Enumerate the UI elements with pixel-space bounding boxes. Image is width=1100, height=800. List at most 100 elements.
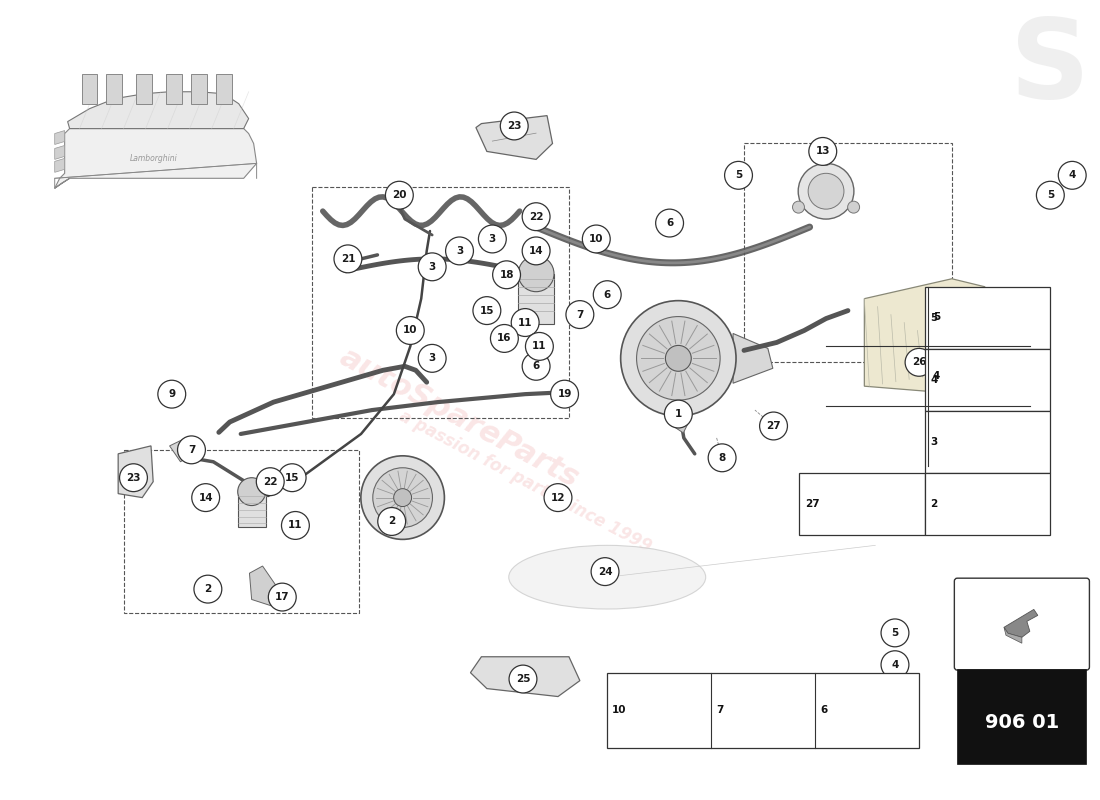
Text: S: S [1010,14,1090,122]
Polygon shape [733,334,773,383]
Circle shape [518,256,554,292]
Text: 6: 6 [821,706,827,715]
Text: 2: 2 [388,517,395,526]
Circle shape [881,619,909,647]
Circle shape [848,201,859,213]
Circle shape [522,237,550,265]
Text: 11: 11 [288,521,302,530]
Circle shape [478,225,506,253]
Polygon shape [865,278,996,394]
Text: 25: 25 [516,674,530,684]
Circle shape [418,253,447,281]
Circle shape [593,281,622,309]
Text: 22: 22 [263,477,277,486]
Text: 6: 6 [666,218,673,228]
Text: 5: 5 [933,311,940,322]
Polygon shape [250,566,276,606]
Circle shape [268,583,296,611]
Circle shape [1058,162,1086,190]
Circle shape [157,380,186,408]
Circle shape [238,478,265,506]
Circle shape [620,301,736,416]
Polygon shape [669,413,689,433]
Circle shape [582,225,610,253]
Polygon shape [169,438,191,462]
Text: 10: 10 [403,326,418,335]
Text: 16: 16 [497,334,512,343]
Circle shape [792,201,804,213]
Text: 14: 14 [529,246,543,256]
Polygon shape [1004,627,1022,643]
Bar [191,74,207,104]
Circle shape [1036,182,1065,209]
Text: 20: 20 [392,190,407,200]
Text: 18: 18 [499,270,514,280]
Text: 17: 17 [275,592,289,602]
Text: 15: 15 [285,473,299,482]
Text: 11: 11 [518,318,532,327]
Polygon shape [55,129,256,188]
Polygon shape [118,446,153,498]
Circle shape [396,317,425,345]
Bar [107,74,122,104]
Text: 15: 15 [480,306,494,315]
Circle shape [361,456,444,539]
Text: 9: 9 [168,389,175,399]
Text: 7: 7 [716,706,724,715]
Circle shape [808,138,837,166]
Text: 11: 11 [532,342,547,351]
Circle shape [334,245,362,273]
Circle shape [522,202,550,230]
Circle shape [282,511,309,539]
Text: 14: 14 [198,493,213,502]
Circle shape [377,507,406,535]
Circle shape [656,209,683,237]
Circle shape [526,333,553,360]
Text: 7: 7 [576,310,584,319]
Circle shape [394,489,411,506]
Polygon shape [67,92,249,129]
Polygon shape [55,158,65,172]
Polygon shape [476,116,552,159]
Circle shape [905,348,933,376]
Circle shape [191,484,220,511]
Text: 906 01: 906 01 [984,713,1059,732]
Circle shape [708,444,736,472]
Bar [136,74,152,104]
Circle shape [522,352,550,380]
Circle shape [473,297,500,325]
Bar [166,74,182,104]
Bar [957,669,1087,764]
Circle shape [664,400,692,428]
Circle shape [385,182,414,209]
Bar [607,673,918,748]
Text: 1: 1 [674,409,682,419]
Polygon shape [55,130,65,145]
Circle shape [512,309,539,337]
Bar [924,473,1050,535]
Bar [518,274,554,323]
Circle shape [551,380,579,408]
Circle shape [591,558,619,586]
Bar [924,411,1050,473]
Text: 3: 3 [455,246,463,256]
Text: 5: 5 [931,313,937,322]
FancyBboxPatch shape [955,578,1089,670]
Text: autoSpareParts: autoSpareParts [334,342,584,494]
Text: 4: 4 [933,371,940,382]
Bar [924,349,1050,411]
Bar [924,286,1050,349]
Text: 8: 8 [718,453,726,463]
Circle shape [491,325,518,352]
Circle shape [446,237,473,265]
Circle shape [881,650,909,678]
Text: 22: 22 [529,212,543,222]
Circle shape [821,154,832,166]
Text: 6: 6 [532,362,540,371]
Text: 21: 21 [341,254,355,264]
Circle shape [418,345,447,372]
Ellipse shape [509,546,706,609]
Polygon shape [55,178,69,188]
Text: 4: 4 [1068,170,1076,180]
Circle shape [177,436,206,464]
